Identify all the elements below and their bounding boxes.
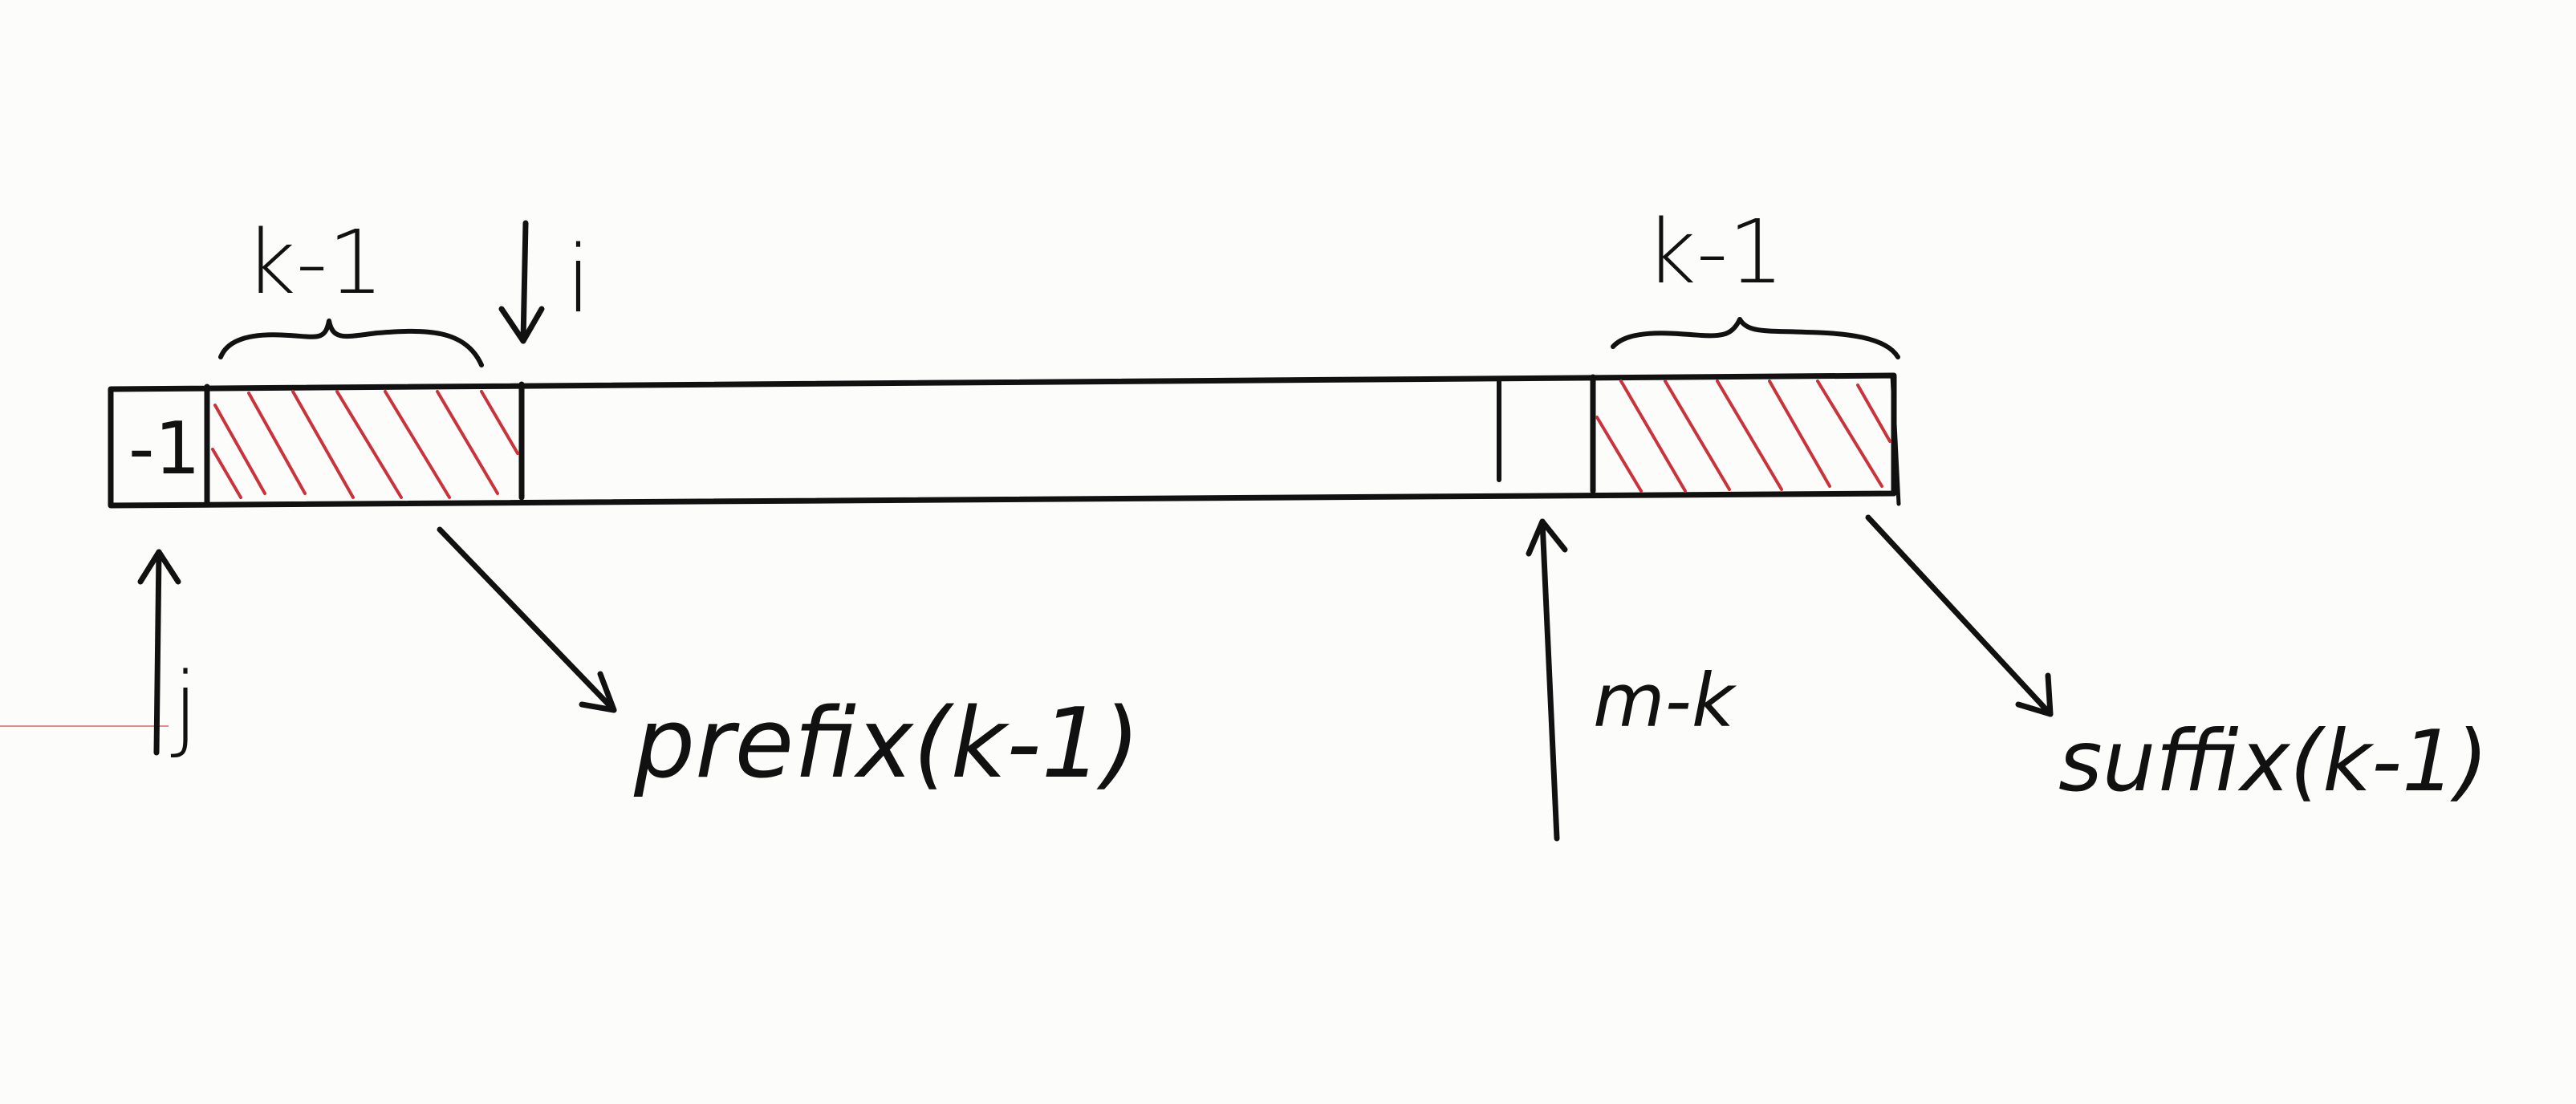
prefix-brace (218, 319, 484, 367)
suffix-hatching (1595, 380, 1891, 493)
arrow-head-icon (2015, 672, 2054, 717)
down-arrow-icon (498, 306, 545, 344)
suffix-label: suffix(k-1) (2058, 712, 2489, 810)
suffix-brace (1611, 317, 1900, 359)
array-outline (108, 372, 1897, 509)
prefix-length-label: k-1 (245, 211, 384, 314)
pointer-mk: m-k (1526, 518, 1737, 842)
prefix-label: prefix(k-1) (633, 688, 1140, 800)
suffix-annotation: suffix(k-1) (1865, 514, 2489, 810)
pointer-j: j (137, 549, 198, 761)
prefix-annotation: prefix(k-1) (437, 526, 1140, 800)
array-end-mark (1890, 373, 1901, 506)
minus-one-cell-label: -1 (128, 407, 201, 491)
up-arrow-icon (1526, 518, 1568, 557)
pointer-i: i (498, 220, 591, 344)
up-arrow-icon (137, 549, 181, 585)
pointer-mk-label: m-k (1593, 658, 1737, 744)
pointer-i-label: i (566, 226, 591, 334)
suffix-length-label: k-1 (1645, 201, 1784, 303)
arrow-head-icon (579, 671, 617, 713)
prefix-hatching (211, 390, 519, 499)
array-bar (108, 372, 1901, 509)
pointer-j-label: j (170, 653, 198, 761)
